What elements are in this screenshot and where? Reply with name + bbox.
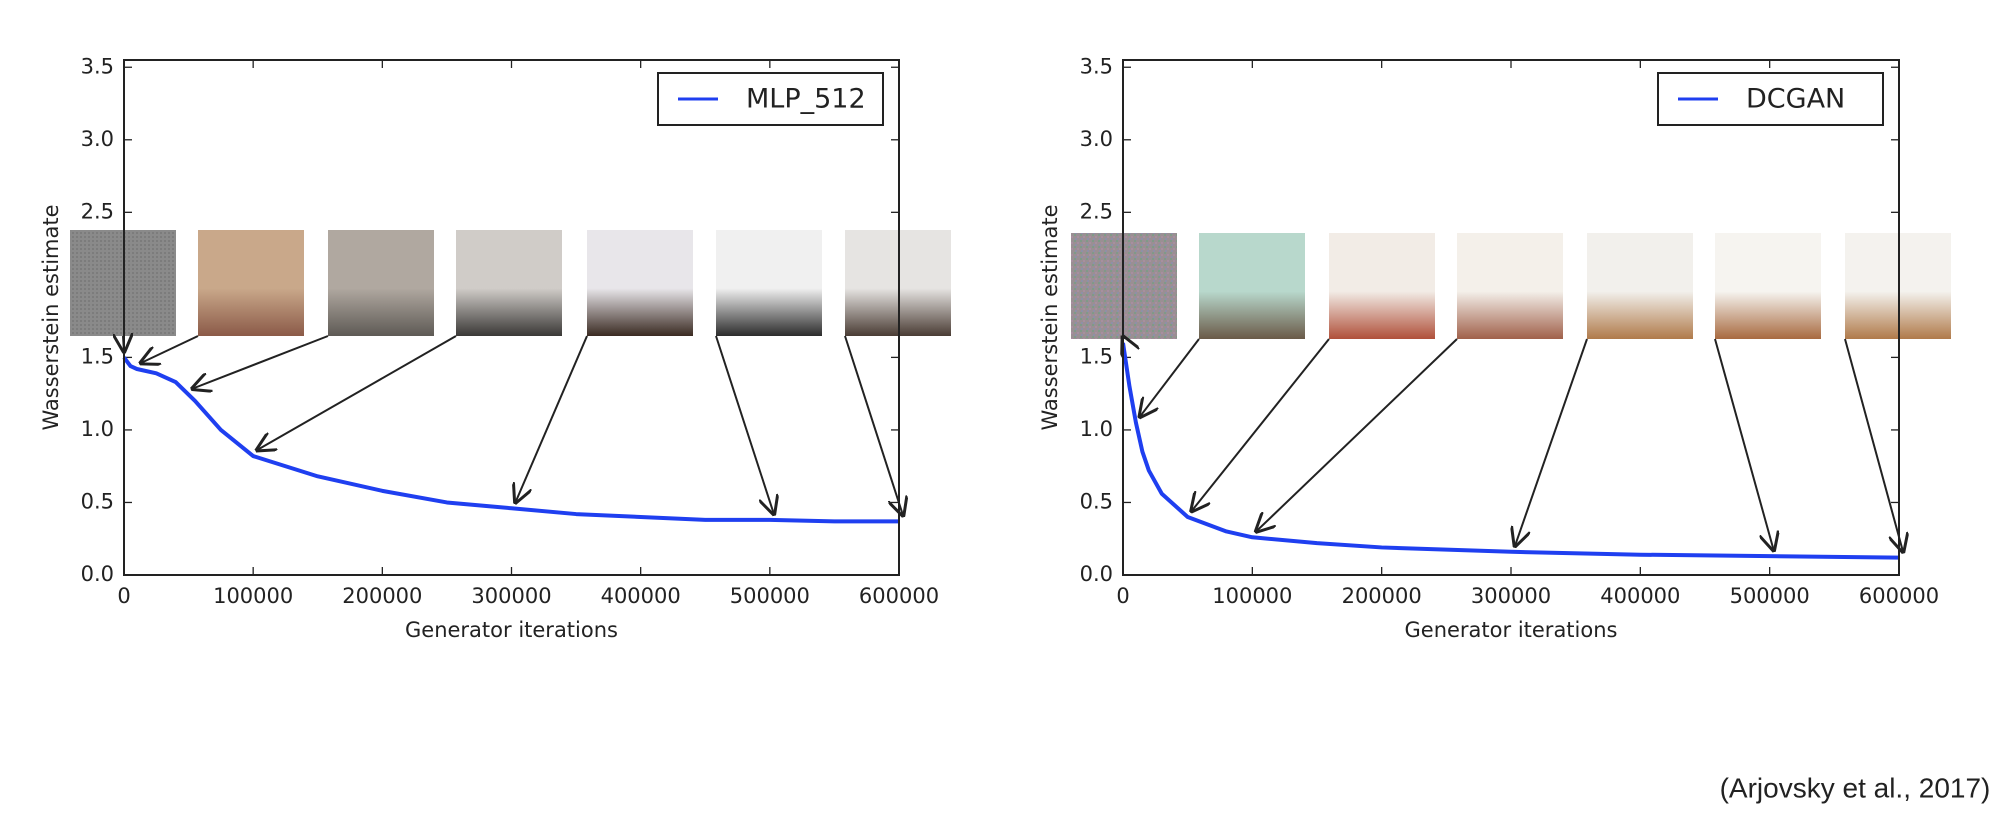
- sample-image: [716, 230, 822, 336]
- arrow: [141, 335, 199, 363]
- y-tick-label: 1.0: [1080, 417, 1113, 441]
- arrow: [1844, 338, 1903, 552]
- arrow: [1515, 338, 1588, 546]
- y-tick-label: 3.5: [81, 54, 114, 78]
- data-line: [122, 356, 899, 524]
- sample-image: [456, 230, 562, 336]
- x-tick-label: 100000: [1212, 584, 1292, 608]
- x-tick-label: 500000: [730, 584, 810, 608]
- plot-frame: [123, 59, 900, 576]
- y-tick-label: 2.5: [1080, 199, 1113, 223]
- x-tick-label: 0: [1116, 584, 1129, 608]
- x-tick-label: 400000: [601, 584, 681, 608]
- y-tick-label: 0.5: [81, 489, 114, 513]
- sample-image: [1199, 233, 1305, 339]
- y-tick-label: 0.5: [1080, 489, 1113, 513]
- y-tick-label: 0.0: [1080, 562, 1113, 586]
- y-tick-label: 1.5: [81, 344, 114, 368]
- arrow: [193, 335, 329, 389]
- legend-label: DCGAN: [1746, 84, 1845, 115]
- x-tick-label: 600000: [1859, 584, 1939, 608]
- y-axis-label: Wasserstein estimate: [39, 204, 63, 430]
- x-tick-label: 200000: [1342, 584, 1422, 608]
- y-tick-label: 3.0: [1080, 127, 1113, 151]
- citation: (Arjovsky et al., 2017): [1720, 772, 1991, 803]
- arrow: [715, 335, 774, 514]
- arrow: [516, 335, 588, 502]
- sample-image: [198, 230, 304, 336]
- y-tick-label: 3.0: [81, 127, 114, 151]
- x-tick-label: 600000: [859, 584, 939, 608]
- plot-frame: [1122, 59, 1900, 576]
- x-tick-label: 300000: [471, 584, 551, 608]
- x-axis-label: Generator iterations: [405, 618, 618, 642]
- data-line: [1121, 342, 1900, 560]
- legend-label: MLP_512: [746, 84, 866, 115]
- sample-image: [1457, 233, 1563, 339]
- sample-image: [1587, 233, 1693, 339]
- x-tick-label: 300000: [1471, 584, 1551, 608]
- arrow: [1714, 338, 1774, 550]
- legend-box: [1657, 72, 1884, 126]
- y-axis-label: Wasserstein estimate: [1038, 204, 1062, 430]
- x-tick-label: 0: [117, 584, 130, 608]
- x-tick-label: 400000: [1600, 584, 1680, 608]
- y-tick-label: 2.5: [81, 199, 114, 223]
- x-tick-label: 200000: [342, 584, 422, 608]
- sample-image: [587, 230, 693, 336]
- arrow: [1256, 338, 1458, 531]
- sample-image: [1715, 233, 1821, 339]
- x-tick-label: 100000: [213, 584, 293, 608]
- x-axis-label: Generator iterations: [1405, 618, 1618, 642]
- y-tick-label: 0.0: [81, 562, 114, 586]
- y-tick-label: 3.5: [1080, 54, 1113, 78]
- arrow: [1192, 338, 1330, 511]
- arrow: [257, 335, 457, 450]
- sample-image: [1329, 233, 1435, 339]
- x-tick-label: 500000: [1730, 584, 1810, 608]
- y-tick-label: 1.5: [1080, 344, 1113, 368]
- y-tick-label: 1.0: [81, 417, 114, 441]
- sample-image: [328, 230, 434, 336]
- arrow: [844, 335, 903, 515]
- arrow: [1140, 338, 1200, 417]
